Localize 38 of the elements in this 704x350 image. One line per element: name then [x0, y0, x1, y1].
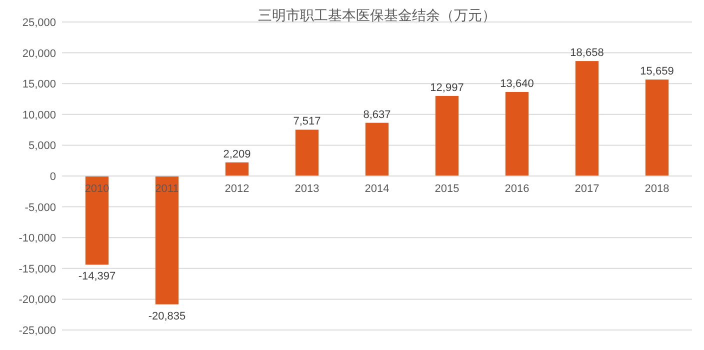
y-tick-label: 5,000 [28, 140, 56, 152]
chart-title: 三明市职工基本医保基金结余（万元） [258, 7, 496, 23]
y-tick-label: -15,000 [18, 263, 56, 276]
bar [365, 122, 389, 176]
data-label: 13,640 [500, 78, 534, 90]
data-label: -14,397 [78, 270, 116, 283]
y-tick-label: 25,000 [22, 17, 56, 29]
y-tick-label: -25,000 [18, 325, 56, 337]
bar [85, 176, 109, 265]
x-tick-label: 2017 [574, 183, 600, 195]
data-label: 12,997 [430, 82, 464, 94]
x-tick-label: 2011 [155, 183, 179, 195]
bar [505, 92, 529, 176]
data-label: 15,659 [640, 66, 674, 78]
bar [155, 176, 179, 304]
y-tick-label: 10,000 [22, 109, 56, 122]
x-tick-label: 2012 [224, 183, 250, 195]
x-tick-label: 2016 [504, 183, 530, 195]
y-tick-label: -5,000 [24, 202, 56, 214]
x-tick-label: 2018 [644, 183, 670, 195]
bar [645, 80, 669, 176]
y-tick-label: 20,000 [22, 48, 56, 60]
bar [575, 61, 599, 176]
x-tick-label: 2013 [294, 183, 320, 195]
data-label: -20,835 [148, 310, 186, 322]
x-tick-label: 2015 [434, 183, 460, 195]
bar [295, 130, 319, 176]
y-tick-label: 15,000 [22, 78, 56, 91]
data-label: 2,209 [223, 148, 251, 160]
y-tick-label: -10,000 [18, 232, 56, 245]
x-tick-label: 2014 [364, 183, 390, 195]
data-label: 8,637 [363, 108, 391, 121]
y-tick-label: -20,000 [18, 294, 56, 306]
y-tick-label: 0 [50, 171, 56, 183]
bar [225, 162, 249, 176]
data-label: 7,517 [293, 116, 321, 128]
bar [435, 96, 459, 176]
data-label: 18,658 [570, 47, 604, 60]
